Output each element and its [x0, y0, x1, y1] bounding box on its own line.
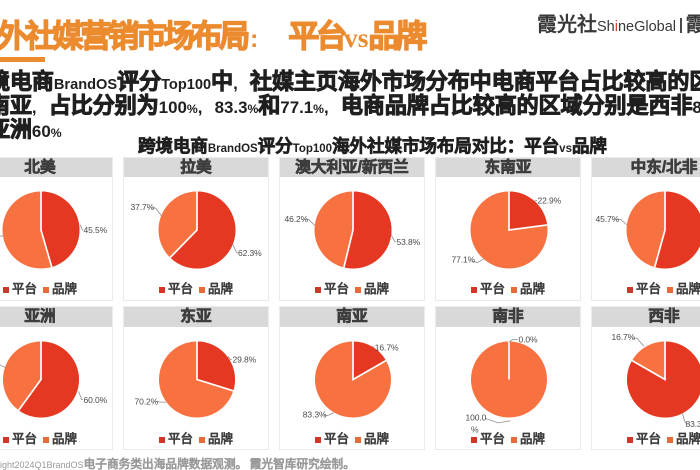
svg-text:29.8%: 29.8%: [233, 354, 257, 364]
svg-text:77.1%: 77.1%: [452, 255, 476, 265]
svg-text:60.0%: 60.0%: [84, 395, 108, 405]
svg-text:45.5%: 45.5%: [84, 225, 108, 235]
svg-text:16.7%: 16.7%: [375, 342, 399, 352]
svg-text:16.7%: 16.7%: [612, 332, 636, 342]
svg-text:46.2%: 46.2%: [285, 214, 309, 224]
svg-text:22.9%: 22.9%: [538, 196, 562, 206]
svg-text:0.0%: 0.0%: [519, 335, 539, 345]
svg-text:100.0: 100.0: [466, 413, 487, 423]
svg-text:%: %: [471, 425, 479, 435]
svg-text:83.3%: 83.3%: [303, 410, 327, 420]
svg-text:37.7%: 37.7%: [131, 202, 155, 212]
svg-text:70.2%: 70.2%: [135, 396, 159, 406]
svg-text:62.3%: 62.3%: [238, 248, 262, 258]
svg-text:45.7%: 45.7%: [596, 214, 620, 224]
svg-text:53.8%: 53.8%: [397, 237, 421, 247]
svg-text:83.3%: 83.3%: [686, 419, 700, 429]
